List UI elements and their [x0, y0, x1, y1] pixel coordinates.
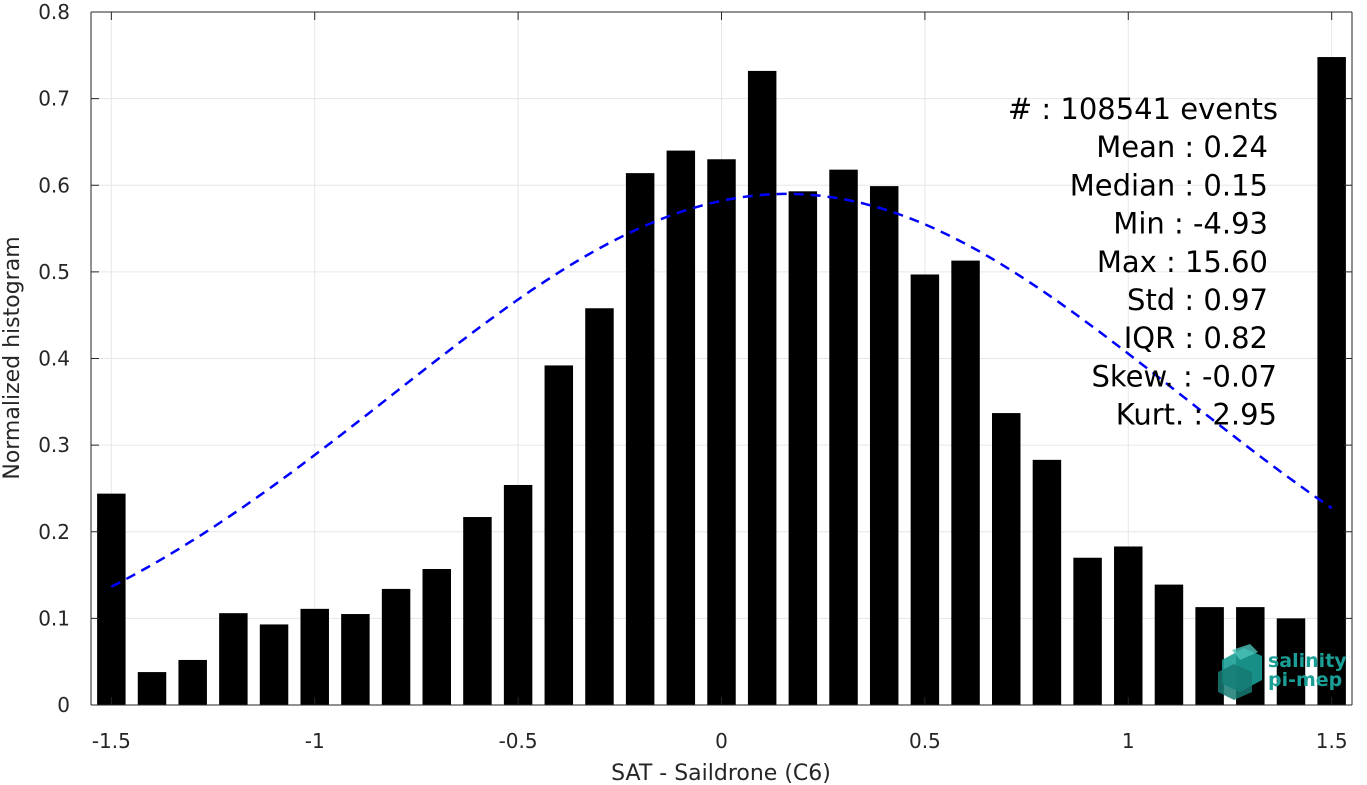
y-tick-label: 0.2 [38, 520, 70, 544]
x-axis-title: SAT - Saildrone (C6) [611, 761, 831, 785]
histogram-bar [625, 173, 655, 705]
y-tick-label: 0.7 [38, 87, 70, 111]
stat-line: # : 108541 events [1008, 92, 1278, 126]
x-tick-label: -1.5 [92, 729, 131, 753]
histogram-bar [910, 274, 940, 705]
histogram-bar [951, 260, 980, 705]
y-axis-title: Normalized histogram [0, 236, 25, 479]
stat-line: Min : -4.93 [1113, 207, 1268, 241]
histogram-bar [503, 484, 533, 705]
histogram-bar [1317, 57, 1346, 706]
x-tick-label: 1.5 [1316, 729, 1348, 753]
histogram-bar [300, 608, 329, 705]
axes [90, 11, 1353, 706]
histogram-bar [1032, 459, 1062, 705]
gaussian-fit [110, 192, 1333, 588]
x-tick-label: 0 [715, 729, 728, 753]
histogram-bar [707, 159, 736, 705]
stats-box: # : 108541 events Mean : 0.24 Median : 0.1… [1008, 92, 1278, 432]
histogram-bar [747, 70, 777, 705]
histogram-bar [585, 308, 614, 705]
histogram-bar [97, 493, 126, 705]
histogram-bar [422, 568, 451, 705]
stat-line: Std : 0.97 [1127, 283, 1268, 317]
y-tick-label: 0.8 [38, 0, 70, 24]
histogram-bar [1154, 584, 1184, 705]
stat-line: Median : 0.15 [1070, 168, 1268, 202]
stat-line: Skew. : -0.07 [1091, 359, 1277, 393]
histogram-bar [544, 365, 574, 705]
tick-labels: -1.5 -1 -0.5 0 0.5 1 1.5 0 0.1 0.2 0.3 0.4 0.5 0.6 0.7… [38, 0, 1347, 753]
histogram-bar [992, 413, 1021, 705]
histogram-bar [341, 614, 370, 705]
y-tick-label: 0.3 [38, 433, 70, 457]
histogram-bar [869, 186, 899, 705]
salinity-pimep-logo: salinity pi-mep [1218, 644, 1347, 700]
histogram-bar [381, 588, 411, 705]
histogram-bar [137, 672, 167, 705]
y-tick-label: 0 [57, 693, 70, 717]
histogram-bar [1114, 546, 1143, 705]
y-tick-label: 0.4 [38, 347, 70, 371]
histogram-bar [788, 191, 818, 706]
cube-icon [1218, 644, 1262, 700]
histogram-bars [97, 57, 1346, 706]
stat-line: Kurt. : 2.95 [1116, 398, 1277, 432]
x-tick-label: 1 [1122, 729, 1135, 753]
stat-line: Max : 15.60 [1097, 245, 1268, 279]
histogram-bar [259, 624, 289, 705]
y-tick-label: 0.1 [38, 606, 70, 630]
logo-line-2: pi-mep [1268, 669, 1342, 691]
logo-line-1: salinity [1268, 650, 1347, 672]
histogram-bar [829, 169, 858, 706]
gaussian-fit-curve [110, 192, 1333, 588]
stat-line: IQR : 0.82 [1124, 321, 1268, 355]
y-tick-label: 0.5 [38, 260, 70, 284]
histogram-bar [1073, 557, 1102, 705]
histogram-bar [666, 150, 696, 706]
histogram-bar [219, 613, 248, 705]
histogram-bar [463, 517, 492, 705]
x-tick-label: -0.5 [499, 729, 538, 753]
y-tick-label: 0.6 [38, 173, 70, 197]
x-tick-label: -1 [305, 729, 325, 753]
histogram-bar [1276, 618, 1306, 705]
stat-line: Mean : 0.24 [1096, 130, 1268, 164]
x-tick-label: 0.5 [909, 729, 941, 753]
histogram-bar [178, 659, 207, 705]
